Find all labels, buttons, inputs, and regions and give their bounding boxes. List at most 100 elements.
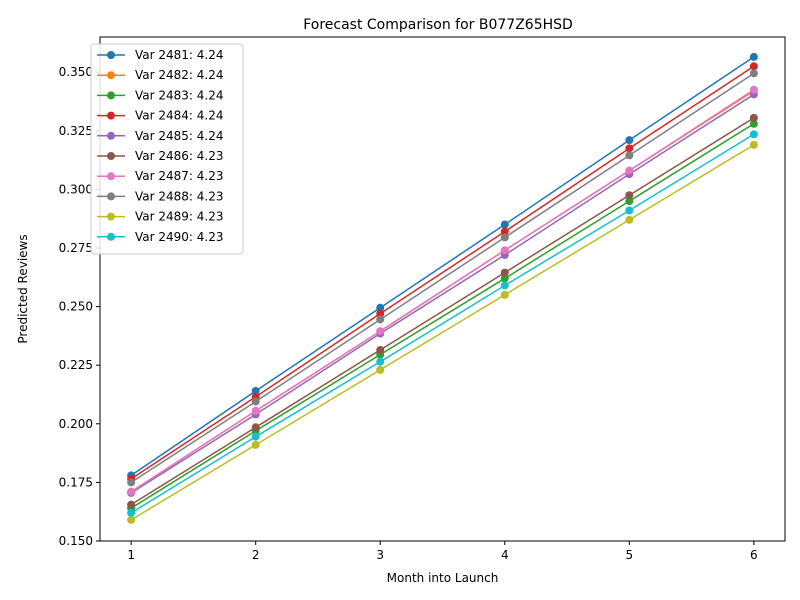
series-8: [127, 69, 758, 487]
data-point: [625, 144, 634, 153]
data-point: [251, 406, 260, 415]
legend-item: Var 2482: 4.24: [97, 68, 224, 82]
legend-swatch-marker: [107, 51, 115, 59]
plot-area-frame: [99, 36, 786, 542]
data-point: [749, 85, 758, 94]
legend-swatch-marker: [107, 131, 115, 140]
series-7: [127, 85, 758, 496]
series-10: [127, 130, 758, 517]
data-point: [127, 487, 136, 496]
data-point: [127, 515, 136, 524]
data-point: [625, 206, 634, 215]
chart-title: Forecast Comparison for B077Z65HSD: [303, 17, 573, 33]
series-line: [130, 144, 755, 521]
data-point: [749, 52, 758, 61]
data-point: [749, 113, 758, 122]
legend-swatch-marker: [107, 212, 115, 221]
legend-item: Var 2481: 4.24: [97, 48, 224, 62]
y-tick-label: 0.200: [59, 417, 93, 431]
y-tick-label: 0.350: [59, 65, 93, 79]
legend-label: Var 2485: 4.24: [135, 129, 224, 143]
data-point: [625, 166, 634, 175]
data-point: [749, 62, 758, 71]
legend-swatch-marker: [107, 192, 115, 201]
legend-swatch-marker: [107, 111, 115, 120]
legend-box: [90, 43, 244, 255]
data-point: [251, 386, 260, 395]
series-line: [130, 65, 755, 480]
legend-item: Var 2488: 4.23: [97, 189, 224, 203]
data-point: [127, 478, 136, 487]
data-point: [625, 191, 634, 200]
legend-item: Var 2489: 4.23: [97, 210, 224, 224]
data-point: [625, 151, 634, 160]
y-tick-label: 0.275: [59, 241, 93, 255]
series-line: [130, 133, 755, 514]
data-point: [127, 500, 136, 509]
series-line: [130, 72, 755, 484]
x-tick-label: 5: [625, 548, 633, 562]
data-point: [625, 136, 634, 145]
data-point: [251, 440, 260, 449]
legend-label: Var 2490: 4.23: [135, 230, 224, 244]
data-point: [376, 327, 385, 336]
legend-swatch-marker: [107, 172, 115, 181]
data-point: [500, 220, 509, 229]
legend-label: Var 2482: 4.24: [135, 68, 224, 82]
y-tick-label: 0.325: [59, 124, 93, 138]
data-point: [749, 140, 758, 149]
legend-item: Var 2486: 4.23: [97, 149, 224, 163]
legend-item: Var 2485: 4.24: [97, 129, 224, 143]
legend-swatch-marker: [107, 232, 115, 241]
legend-label: Var 2489: 4.23: [135, 210, 224, 224]
x-tick-label: 3: [376, 548, 384, 562]
data-point: [376, 315, 385, 324]
legend-item: Var 2487: 4.23: [97, 169, 224, 183]
x-axis: 1 2 3 4 5 6: [127, 541, 758, 562]
legend-label: Var 2488: 4.23: [135, 189, 224, 203]
legend-swatch-marker: [107, 91, 115, 100]
series-6: [127, 113, 758, 509]
legend-label: Var 2484: 4.24: [135, 109, 224, 123]
y-tick-label: 0.225: [59, 358, 93, 372]
data-point: [500, 246, 509, 255]
data-point: [500, 268, 509, 277]
data-point: [376, 365, 385, 374]
data-point: [376, 345, 385, 354]
data-point: [251, 397, 260, 406]
x-tick-label: 6: [750, 548, 758, 562]
y-axis: 0.150 0.175 0.200 0.225 0.250 0.275 0.300 0.325…: [59, 65, 100, 548]
x-tick-label: 1: [127, 548, 135, 562]
data-point: [500, 233, 509, 242]
data-point: [749, 130, 758, 139]
legend-item: Var 2490: 4.23: [97, 230, 224, 244]
data-point: [500, 281, 509, 290]
legend-swatch-marker: [107, 152, 115, 160]
y-tick-label: 0.150: [59, 534, 93, 548]
data-point: [749, 119, 758, 128]
series-layer: [127, 52, 758, 524]
data-point: [127, 508, 136, 517]
series-line: [130, 117, 755, 506]
data-point: [749, 69, 758, 78]
y-axis-label: Predicted Reviews: [16, 234, 30, 343]
data-point: [500, 227, 509, 236]
data-point: [625, 215, 634, 224]
legend: Var 2481: 4.24 Var 2482: 4.24 Var 2483: 4.…: [90, 43, 244, 255]
data-point: [500, 290, 509, 299]
y-tick-label: 0.300: [59, 182, 93, 196]
y-tick-label: 0.175: [59, 475, 93, 489]
legend-label: Var 2481: 4.24: [135, 48, 224, 62]
data-point: [376, 309, 385, 318]
data-point: [625, 197, 634, 206]
series-line: [130, 93, 755, 494]
x-axis-label: Month into Launch: [387, 571, 499, 585]
x-tick-label: 4: [501, 548, 509, 562]
legend-label: Var 2483: 4.24: [135, 88, 224, 102]
data-point: [376, 357, 385, 366]
legend-swatch-marker: [107, 71, 115, 80]
x-tick-label: 2: [252, 548, 260, 562]
legend-item: Var 2483: 4.24: [97, 88, 224, 102]
